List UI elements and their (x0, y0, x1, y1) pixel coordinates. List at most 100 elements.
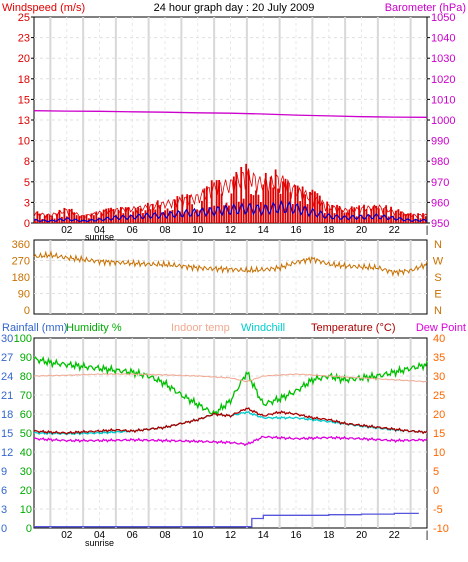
x-tick-label: 18 (323, 225, 335, 236)
wind-gust-bar (417, 213, 419, 223)
wind-gust-bar (102, 209, 105, 223)
wind-gust-bar (203, 188, 206, 223)
wind-gust-bar (343, 212, 346, 223)
wind-gust-bar (402, 213, 405, 223)
wind-gust-bar (210, 180, 213, 223)
wind-gust-bar (353, 207, 356, 223)
direction-tick-label: 360 (12, 239, 30, 251)
wind-gust-bar (70, 208, 73, 223)
wind-gust-bar (208, 207, 211, 223)
wind-gust-bar (171, 209, 174, 223)
wind-gust-bar (198, 210, 201, 223)
temperature-tick-label: 35 (433, 352, 445, 364)
wind-gust-bar (294, 185, 297, 223)
wind-gust-bar (318, 195, 321, 223)
compass-tick-label: S (434, 272, 441, 284)
sunrise-marker-label: sunrise (85, 232, 114, 242)
wind-gust-bar (247, 170, 250, 223)
temperature-tick-label: 25 (433, 390, 445, 402)
temperature-axis-label: Temperature (°C) (311, 322, 395, 334)
wind-gust-bar (122, 213, 125, 223)
wind-gust-bar (360, 214, 363, 223)
barometer-tick-label: 1010 (431, 94, 455, 106)
wind-gust-bar (48, 214, 51, 223)
wind-gust-bar (156, 200, 159, 223)
x-end-marker: | (426, 530, 429, 541)
x-tick-label: 10 (192, 530, 204, 541)
wind-gust-bar (363, 204, 365, 223)
rainfall-tick-label: 15 (1, 428, 13, 440)
wind-gust-bar (196, 209, 198, 223)
direction-tick-label: 90 (18, 289, 30, 301)
wind-gust-bar (119, 207, 122, 223)
wind-direction-line (33, 250, 428, 278)
wind-gust-bar (399, 211, 402, 223)
wind-gust-bar (257, 194, 260, 223)
wind-gust-bar (146, 202, 149, 223)
wind-gust-bar (73, 212, 76, 223)
wind-gust-bar (412, 214, 415, 223)
windspeed-tick-label: 10 (18, 136, 30, 148)
wind-gust-bar (183, 211, 186, 223)
wind-gust-bar (274, 169, 277, 223)
rainfall-tick-label: 21 (1, 390, 13, 402)
wind-gust-bar (230, 193, 233, 223)
barometer-tick-label: 1040 (431, 33, 455, 45)
wind-gust-bar (409, 212, 412, 223)
wind-gust-bar (314, 191, 316, 223)
wind-gust-bar (65, 216, 68, 223)
temperature-tick-label: 30 (433, 371, 445, 383)
x-tick-label: 06 (127, 530, 139, 541)
x-tick-label: 20 (356, 530, 368, 541)
wind-gust-bar (301, 186, 304, 223)
barometer-tick-label: 980 (431, 156, 449, 168)
wind-gust-bar (262, 184, 265, 223)
temperature-tick-label: 15 (433, 428, 445, 440)
wind-gust-bar (228, 205, 230, 223)
wind-gust-bar (390, 206, 392, 223)
wind-gust-bar (159, 204, 162, 223)
wind-gust-bar (58, 209, 61, 223)
wind-gust-bar (127, 207, 130, 223)
dewpoint-axis-label: Dew Point (416, 322, 466, 334)
temperature-tick-label: 20 (433, 409, 445, 421)
x-tick-label: 02 (61, 530, 73, 541)
wind-average-line (33, 199, 428, 223)
wind-gust-bar (264, 172, 267, 223)
rainfall-tick-label: 3 (1, 504, 7, 516)
wind-gust-bar (38, 213, 41, 223)
wind-gust-bar (235, 172, 238, 223)
wind-gust-bar (311, 189, 314, 223)
wind-gust-bar (304, 194, 306, 223)
barometer-tick-label: 990 (431, 136, 449, 148)
humidity-tick-label: 30 (20, 466, 32, 478)
wind-gust-bar (397, 209, 400, 223)
wind-gust-bar (107, 208, 110, 223)
x-tick-label: 10 (192, 225, 204, 236)
x-end-marker: | (426, 225, 429, 236)
wind-gust-bar (407, 213, 410, 223)
wind-gust-bar (34, 218, 36, 223)
wind-gust-bar (201, 200, 203, 223)
wind-gust-bar (36, 211, 39, 223)
windspeed-tick-label: 15 (18, 94, 30, 106)
x-tick-label: 16 (290, 225, 302, 236)
sunrise-marker-label: sunrise (85, 538, 114, 548)
wind-gust-bar (220, 193, 223, 223)
wind-gust-bar (56, 213, 58, 223)
temperature-tick-label: 10 (433, 447, 445, 459)
direction-tick-label: 180 (12, 272, 30, 284)
wind-gust-bar (252, 195, 255, 223)
windspeed-tick-label: 13 (18, 115, 30, 127)
rainfall-tick-label: 9 (1, 466, 7, 478)
wind-gust-line (33, 168, 428, 219)
indoor-temp-axis-label: Indoor temp (171, 322, 230, 334)
wind-gust-bar (97, 217, 100, 223)
barometer-tick-label: 970 (431, 177, 449, 189)
windspeed-tick-label: 23 (18, 33, 30, 45)
windspeed-tick-label: 5 (24, 177, 30, 189)
wind-gust-bar (105, 208, 108, 223)
wind-gust-bar (110, 207, 112, 223)
